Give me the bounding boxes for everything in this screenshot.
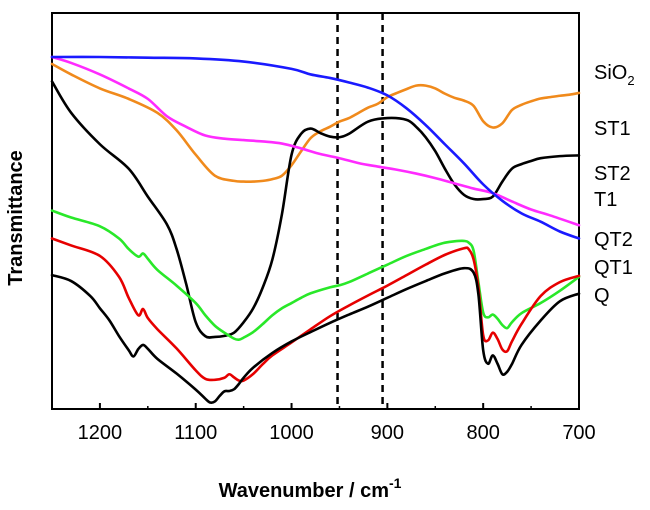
series-line-st2 bbox=[50, 55, 581, 227]
series-line-t1 bbox=[50, 55, 581, 240]
series-label-sio2: SiO2 bbox=[594, 62, 635, 88]
series-label-qt2: QT2 bbox=[594, 229, 633, 251]
x-tick-label-1200: 1200 bbox=[78, 422, 123, 444]
series-label-text: ST2 bbox=[594, 163, 631, 185]
x-axis-title: Wavenumber / cm-1 bbox=[219, 475, 402, 502]
series-label-text: QT1 bbox=[594, 257, 633, 279]
series-line-qt1 bbox=[50, 237, 581, 383]
series-line-qt2 bbox=[50, 209, 581, 342]
series-label-qt1: QT1 bbox=[594, 257, 633, 279]
series-line-sio2 bbox=[50, 62, 581, 183]
series-label-text: QT2 bbox=[594, 229, 633, 251]
series-line-q bbox=[50, 266, 581, 404]
x-axis-ticks: 1200 1100 1000 900 800 700 bbox=[51, 403, 596, 444]
x-tick-label-900: 900 bbox=[371, 422, 404, 444]
series-label-subscript: 2 bbox=[627, 73, 634, 88]
x-tick-label-1000: 1000 bbox=[269, 422, 314, 444]
series-label-st1: ST1 bbox=[594, 118, 631, 140]
series-labels: SiO2 ST1 ST2 T1 QT2 QT1 Q bbox=[594, 62, 635, 307]
series-lines bbox=[50, 55, 581, 404]
series-label-text: ST1 bbox=[594, 118, 631, 140]
series-line-st1 bbox=[50, 80, 581, 339]
series-label-text: T1 bbox=[594, 189, 617, 211]
x-axis-title-superscript: -1 bbox=[389, 475, 402, 491]
x-tick-label-700: 700 bbox=[562, 422, 595, 444]
x-tick-label-800: 800 bbox=[466, 422, 499, 444]
series-label-text: SiO bbox=[594, 62, 627, 84]
series-label-text: Q bbox=[594, 285, 610, 307]
reference-lines bbox=[336, 13, 384, 409]
plot-frame bbox=[51, 12, 580, 410]
x-axis-title-text: Wavenumber / cm bbox=[219, 480, 389, 502]
series-label-q: Q bbox=[594, 285, 610, 307]
series-label-st2: ST2 bbox=[594, 163, 631, 185]
y-axis-title: Transmittance bbox=[5, 150, 27, 286]
series-label-t1: T1 bbox=[594, 189, 617, 211]
x-tick-label-1100: 1100 bbox=[174, 422, 217, 444]
